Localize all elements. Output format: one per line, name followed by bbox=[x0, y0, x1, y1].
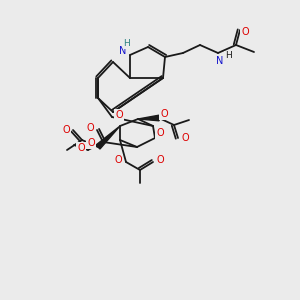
Text: O: O bbox=[181, 133, 189, 143]
Text: H: H bbox=[124, 40, 130, 49]
Text: O: O bbox=[62, 125, 70, 135]
Text: O: O bbox=[87, 138, 95, 148]
Polygon shape bbox=[138, 115, 159, 121]
Text: O: O bbox=[77, 143, 85, 153]
Text: O: O bbox=[156, 155, 164, 165]
Polygon shape bbox=[96, 126, 120, 149]
Text: O: O bbox=[156, 128, 164, 138]
Text: O: O bbox=[114, 155, 122, 165]
Text: O: O bbox=[86, 123, 94, 133]
Text: O: O bbox=[115, 110, 123, 120]
Text: O: O bbox=[160, 109, 168, 119]
Text: N: N bbox=[119, 46, 127, 56]
Text: O: O bbox=[241, 27, 249, 37]
Text: N: N bbox=[216, 56, 224, 66]
Text: H: H bbox=[225, 52, 231, 61]
